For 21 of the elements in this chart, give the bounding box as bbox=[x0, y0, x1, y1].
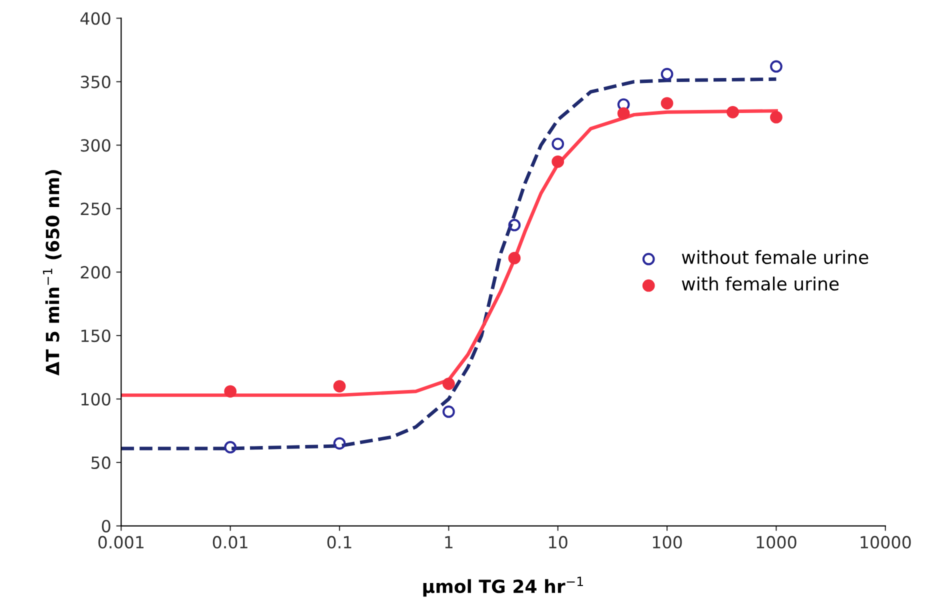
y-tick-label: 200 bbox=[80, 266, 110, 279]
x-tick-label: 100 bbox=[652, 536, 682, 549]
y-tick-label: 50 bbox=[92, 456, 110, 470]
x-tick-label: 1 bbox=[445, 536, 452, 548]
y-tick-label: 150 bbox=[81, 330, 110, 342]
x-tick-label: 0.001 bbox=[98, 536, 144, 549]
x-tick-label: 10000 bbox=[860, 536, 911, 549]
x-tick-label: 10 bbox=[549, 536, 568, 549]
y-tick-label: 300 bbox=[80, 139, 110, 152]
y-tick-label: 250 bbox=[80, 202, 110, 216]
y-axis-title: ΔT 5 min$^{−1}$ (650 nm) bbox=[42, 170, 62, 376]
x-tick-label: 1000 bbox=[756, 536, 796, 549]
legend-label: with female urine bbox=[682, 276, 839, 291]
y-tick-label: 0 bbox=[102, 520, 110, 532]
x-tick-label: 0.01 bbox=[212, 536, 248, 549]
y-tick-label: 400 bbox=[80, 12, 110, 25]
y-tick-label: 350 bbox=[80, 76, 110, 88]
legend-label: without female urine bbox=[682, 250, 868, 264]
y-tick-label: 100 bbox=[81, 392, 110, 406]
x-tick-label: 0.1 bbox=[327, 536, 352, 549]
x-axis-title: μmol TG 24 hr$^{−1}$ bbox=[423, 576, 583, 597]
